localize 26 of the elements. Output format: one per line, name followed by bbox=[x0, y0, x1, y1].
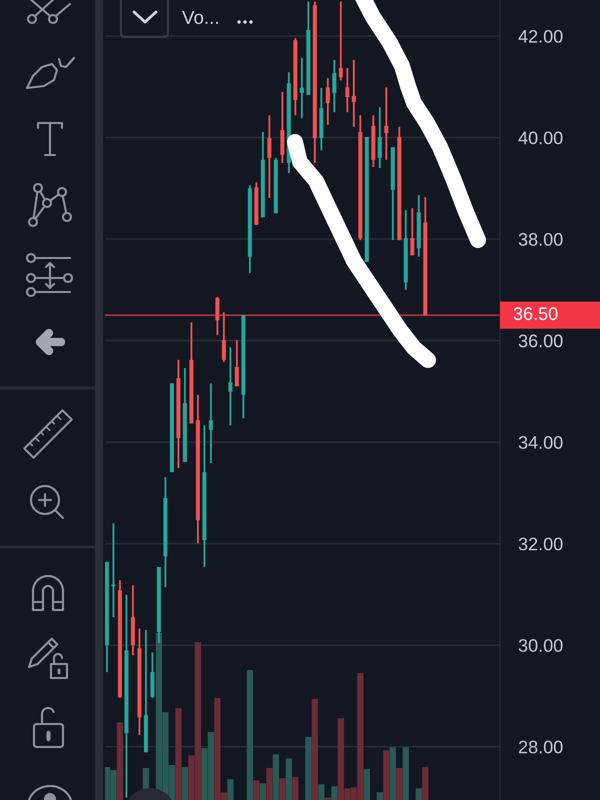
candlestick bbox=[352, 58, 356, 128]
candlestick bbox=[208, 382, 213, 464]
candlestick bbox=[215, 296, 220, 336]
candlestick bbox=[228, 346, 232, 426]
y-tick-label: 38.00 bbox=[518, 233, 563, 246]
candlestick bbox=[111, 522, 116, 618]
y-tick-label: 34.00 bbox=[518, 436, 563, 449]
annotation: Vo... bbox=[182, 10, 218, 24]
candlestick bbox=[332, 58, 336, 114]
candlestick bbox=[345, 67, 350, 114]
candlestick bbox=[300, 56, 304, 120]
y-tick-label: 42.00 bbox=[518, 30, 563, 43]
candlestick bbox=[267, 114, 272, 199]
candlestick bbox=[378, 106, 382, 169]
y-tick-label: 30.00 bbox=[518, 639, 563, 652]
candlestick bbox=[338, 0, 343, 82]
candlestick bbox=[384, 86, 388, 161]
y-tick-label: 40.00 bbox=[518, 132, 563, 144]
ref-line-label: 36.50 bbox=[514, 307, 558, 320]
y-tick-label: 28.00 bbox=[518, 740, 563, 754]
y-tick-label: 32.00 bbox=[518, 538, 563, 550]
candlestick bbox=[326, 77, 330, 126]
candlestick bbox=[222, 311, 226, 363]
y-tick-label: 36.00 bbox=[518, 334, 563, 348]
candlestick bbox=[234, 339, 239, 388]
candlestick bbox=[410, 207, 414, 256]
